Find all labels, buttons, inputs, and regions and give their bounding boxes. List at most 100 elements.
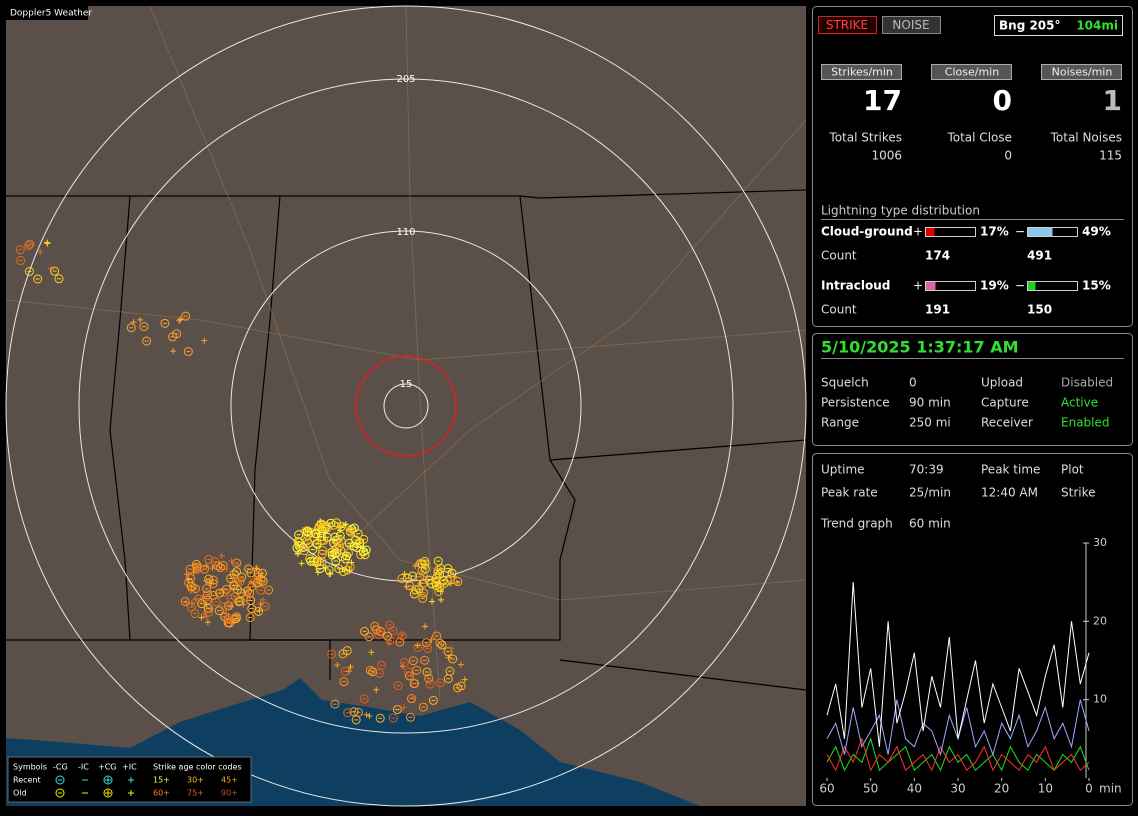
percent-bar xyxy=(1028,228,1053,236)
strike-symbol xyxy=(215,563,225,573)
strike-symbol xyxy=(315,564,325,574)
strike-symbol xyxy=(231,613,241,623)
strike-symbol xyxy=(330,699,340,709)
stat-text: Uptime xyxy=(821,463,865,477)
total-value: 0 xyxy=(1004,149,1012,163)
strike-symbol xyxy=(366,712,373,719)
strike-symbol xyxy=(375,713,385,723)
strike-symbol xyxy=(408,656,418,666)
strike-symbol xyxy=(223,565,230,572)
stat-text: Peak rate xyxy=(821,486,878,500)
strike-symbol xyxy=(33,274,43,284)
counter-header xyxy=(821,64,902,80)
strike-symbol xyxy=(420,655,430,665)
strike-symbol xyxy=(457,661,464,668)
strike-symbol xyxy=(420,564,430,574)
legend-header: -IC xyxy=(78,763,89,772)
strike-symbol xyxy=(203,563,210,570)
trend-line xyxy=(826,582,1090,747)
road xyxy=(405,5,441,701)
strike-symbol xyxy=(204,554,214,564)
setting-text: Receiver xyxy=(981,416,1033,430)
border xyxy=(109,195,131,641)
strike-button-label[interactable]: STRIKE xyxy=(826,18,868,32)
legend-symbol xyxy=(55,788,65,798)
stat-text: 25/min xyxy=(909,486,951,500)
legend-symbol xyxy=(103,775,113,785)
legend-header: +CG xyxy=(98,763,117,772)
strike-symbol xyxy=(194,594,204,604)
distribution: Cloud-ground Count + 17% 174 − 49% 491 Intraclou… xyxy=(821,225,1111,317)
strike-symbol xyxy=(428,695,438,705)
setting-text: 0 xyxy=(909,376,917,390)
strike-symbol xyxy=(433,556,443,566)
strike-symbol xyxy=(230,591,240,601)
strike-symbol xyxy=(293,536,303,546)
total-label: Total Strikes xyxy=(828,131,902,145)
strike-symbol xyxy=(186,602,196,612)
strike-symbol xyxy=(203,603,213,613)
strike-symbol xyxy=(368,649,375,656)
strike-symbol xyxy=(424,673,434,683)
strike-symbol xyxy=(422,623,429,630)
legend-header: Strike age color codes xyxy=(153,763,242,772)
setting-text: Upload xyxy=(981,376,1023,390)
strike-symbol xyxy=(421,638,431,648)
strike-symbol xyxy=(385,635,395,645)
strike-symbol xyxy=(422,667,432,677)
strike-symbol xyxy=(360,550,370,560)
strike-symbol xyxy=(259,596,266,603)
legend-symbols xyxy=(55,775,134,798)
strike-symbol xyxy=(319,535,329,545)
setting-text: Active xyxy=(1061,396,1098,410)
x-tick-label: 60 xyxy=(819,782,834,796)
strike-symbol xyxy=(412,562,419,569)
percent-bar xyxy=(926,228,935,236)
age-code: 30+ xyxy=(187,776,204,785)
strike-symbol xyxy=(235,596,245,606)
strike-symbol xyxy=(424,573,431,580)
border xyxy=(249,195,331,680)
percent-track xyxy=(925,227,976,237)
noise-button-label[interactable]: NOISE xyxy=(892,18,929,32)
strike-symbol xyxy=(183,599,190,606)
age-code: 90+ xyxy=(221,789,238,798)
trend-panel xyxy=(812,453,1133,806)
strike-symbol xyxy=(240,601,247,608)
strike-symbol xyxy=(453,683,463,693)
count: 491 xyxy=(1027,249,1052,263)
title-box xyxy=(6,6,88,20)
range-ring xyxy=(230,230,582,582)
strike-button[interactable] xyxy=(818,16,877,34)
sign: − xyxy=(1015,225,1025,239)
strike-symbol xyxy=(197,599,207,609)
strike-symbol xyxy=(338,566,348,576)
strike-symbol xyxy=(137,316,144,323)
strike-symbol xyxy=(412,665,422,675)
strike-symbol xyxy=(322,564,329,571)
strike-symbol xyxy=(192,562,202,572)
age-code: 75+ xyxy=(187,789,204,798)
total-label: Total Close xyxy=(946,131,1012,145)
type-name: Intracloud xyxy=(821,279,890,293)
strike-symbol xyxy=(298,560,305,567)
percent-label: 49% xyxy=(1082,225,1111,239)
strike-symbol xyxy=(352,542,362,552)
strike-symbol xyxy=(346,668,353,675)
road xyxy=(329,119,807,561)
strike-symbol xyxy=(186,581,196,591)
strike-symbol xyxy=(405,712,415,722)
counter-header xyxy=(931,64,1012,80)
noise-button[interactable] xyxy=(882,16,941,34)
setting-text: Squelch xyxy=(821,376,869,390)
strike-symbol xyxy=(438,596,445,603)
strike-symbol xyxy=(54,274,64,284)
strike-symbol xyxy=(260,601,270,611)
setting-text: 250 mi xyxy=(909,416,951,430)
legend-symbol xyxy=(103,788,113,798)
settings: Squelch 0 Upload Disabled Persistence 90 min C… xyxy=(821,376,1113,430)
strike-symbol xyxy=(208,590,218,600)
count: 191 xyxy=(925,303,950,317)
border xyxy=(549,439,807,461)
